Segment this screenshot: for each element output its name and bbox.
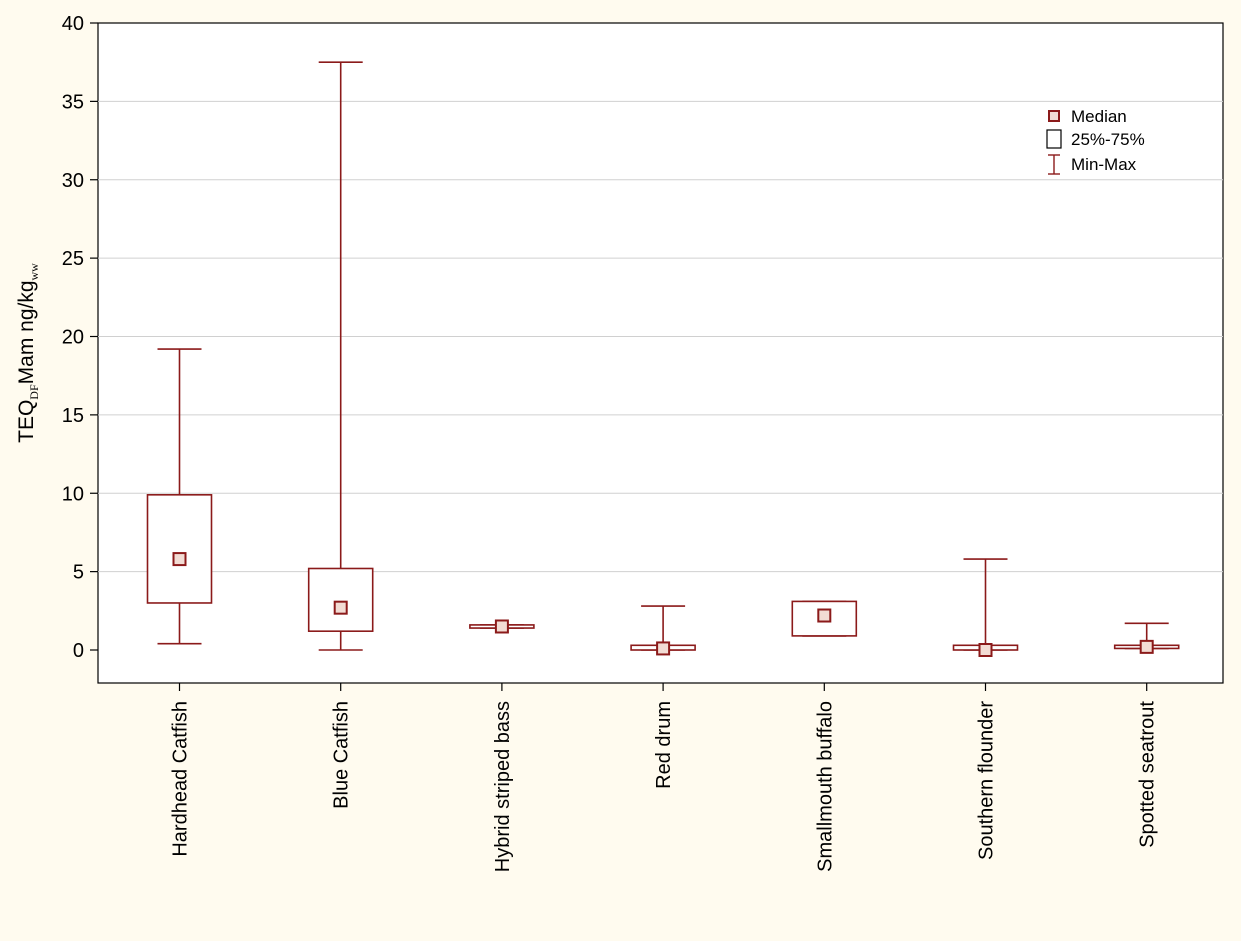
x-tick-label: Spotted seatrout: [1137, 701, 1159, 848]
y-tick-label: 40: [62, 13, 84, 35]
median-marker: [980, 644, 992, 656]
y-tick-label: 25: [62, 248, 84, 270]
median-marker: [657, 642, 669, 654]
y-tick-label: 30: [62, 170, 84, 192]
iqr-box: [309, 568, 373, 631]
y-axis-label-subscript: DF: [27, 384, 41, 400]
median-marker: [1141, 641, 1153, 653]
median-marker: [335, 602, 347, 614]
legend-median-icon: [1049, 111, 1059, 121]
y-axis-label-subscript: ww: [27, 263, 41, 281]
y-axis: 0 5 10 15 20 25 30 35 40: [62, 13, 98, 662]
x-tick-label: Red drum: [653, 701, 675, 789]
y-tick-label: 0: [73, 640, 84, 662]
legend-label: 25%-75%: [1071, 130, 1145, 149]
x-axis: Hardhead Catfish Blue Catfish Hybrid strip…: [170, 683, 1159, 872]
box-plot-group: [792, 601, 856, 635]
legend-box-icon: [1047, 130, 1061, 148]
y-tick-label: 20: [62, 327, 84, 349]
x-tick-label: Hybrid striped bass: [492, 701, 514, 872]
y-axis-label-part: Mam ng/kg: [15, 280, 38, 384]
x-tick-label: Hardhead Catfish: [170, 701, 192, 857]
y-tick-label: 35: [62, 91, 84, 113]
median-marker: [496, 620, 508, 632]
median-marker: [818, 610, 830, 622]
legend-label: Median: [1071, 107, 1127, 126]
median-marker: [174, 553, 186, 565]
iqr-box: [148, 495, 212, 603]
y-axis-label-part: TEQ: [15, 400, 38, 443]
x-tick-label: Smallmouth buffalo: [814, 701, 836, 872]
y-tick-label: 5: [73, 562, 84, 584]
y-tick-label: 15: [62, 405, 84, 427]
y-tick-label: 10: [62, 483, 84, 505]
legend-label: Min-Max: [1071, 155, 1137, 174]
x-tick-label: Southern flounder: [976, 701, 998, 860]
y-axis-label: TEQDFMam ng/kgww: [15, 263, 41, 443]
x-tick-label: Blue Catfish: [331, 701, 353, 809]
